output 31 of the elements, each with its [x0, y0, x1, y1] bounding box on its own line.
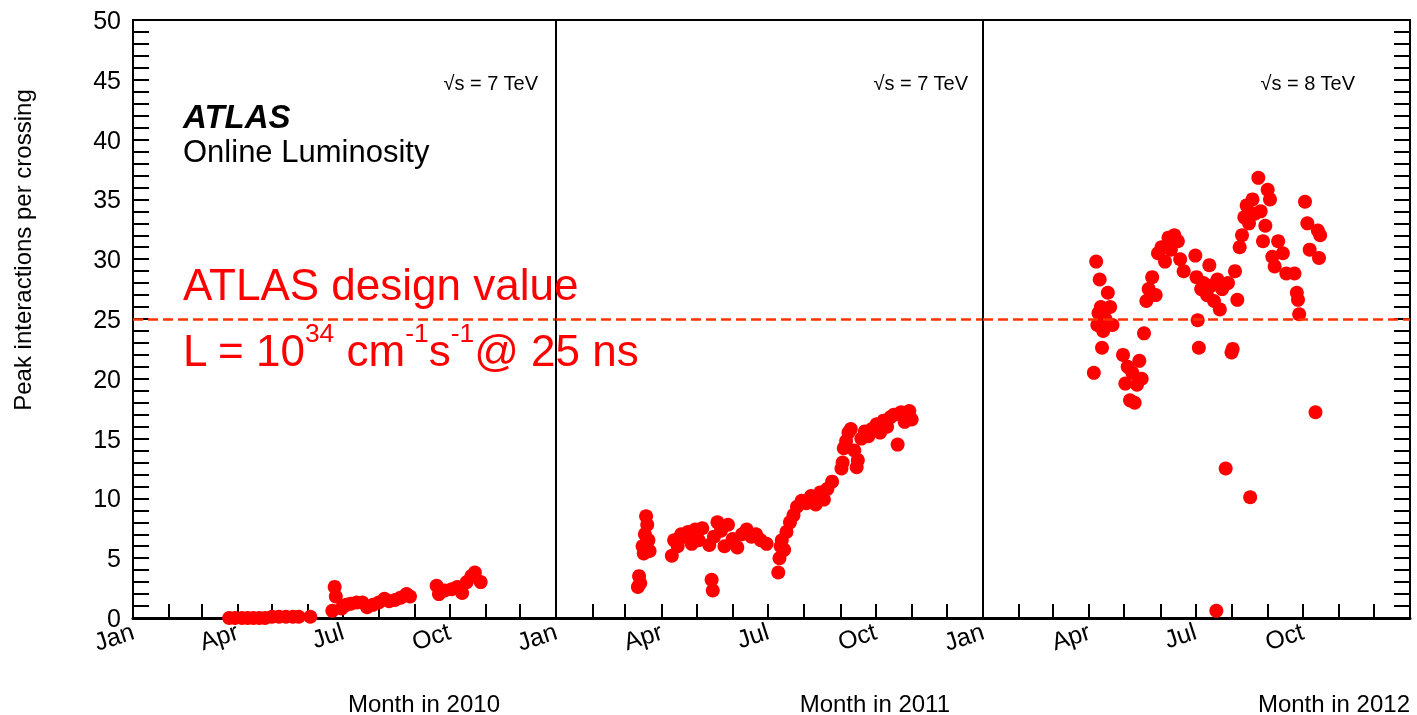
- y-tick-label: 35: [93, 185, 121, 214]
- x-tick-label: Jul: [1160, 616, 1200, 654]
- x-tick-label: Jan: [940, 616, 988, 656]
- x-axis-title: Month in 2010: [347, 689, 500, 715]
- x-tick-label: Apr: [619, 616, 666, 656]
- y-tick-label: 0: [107, 604, 121, 632]
- annotation: √s = 7 TeV: [443, 72, 538, 95]
- x-tick-label: Apr: [195, 616, 242, 656]
- y-tick-label: 15: [93, 424, 121, 453]
- y-tick-label: 40: [93, 125, 121, 154]
- annotation: √s = 7 TeV: [873, 72, 968, 95]
- y-tick-label: 25: [93, 305, 121, 333]
- y-tick-label: 30: [93, 245, 121, 274]
- x-tick-label: Oct: [834, 616, 880, 656]
- x-axis-title: Month in 2012: [1257, 689, 1410, 715]
- y-tick-label: 45: [93, 65, 121, 94]
- x-tick-label: Oct: [1261, 616, 1308, 656]
- y-axis-title: Peak interactions per crossing: [8, 89, 36, 411]
- annotation: √s = 8 TeV: [1260, 72, 1355, 95]
- y-tick-label: 5: [107, 544, 121, 573]
- y-tick-label: 50: [93, 6, 121, 34]
- x-tick-label: Jul: [733, 616, 773, 654]
- x-tick-label: Jan: [513, 616, 561, 656]
- x-tick-label: Apr: [1047, 616, 1094, 656]
- annotation: Online Luminosity: [183, 134, 430, 170]
- y-tick-label: 20: [93, 364, 121, 393]
- x-axis-title: Month in 2011: [799, 689, 950, 715]
- annotation: ATLAS: [183, 98, 291, 136]
- x-tick-label: Jul: [308, 616, 348, 654]
- x-tick-label: Oct: [408, 616, 454, 656]
- y-tick-label: 10: [93, 484, 121, 513]
